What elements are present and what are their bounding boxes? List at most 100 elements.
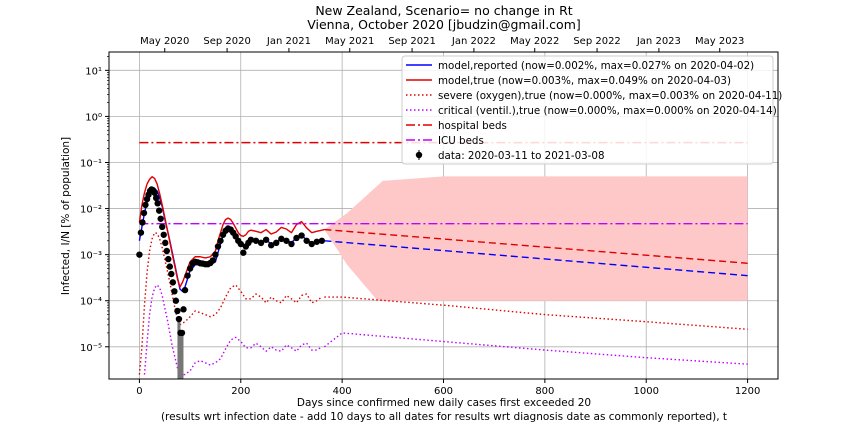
series-line-2 xyxy=(138,231,323,375)
x-tick-label: 200 xyxy=(231,386,250,397)
top-axis: May 2020 Sep 2020 Jan 2021 May 2021 Sep 2021… xyxy=(140,36,744,52)
data-point xyxy=(171,288,178,295)
data-point xyxy=(140,209,148,217)
data-point xyxy=(174,307,181,315)
data-point xyxy=(273,239,280,247)
data-point xyxy=(163,247,170,255)
data-point xyxy=(175,315,183,323)
data-point xyxy=(151,189,158,196)
x-tick-label: 1200 xyxy=(735,386,760,397)
x-tick-label: 400 xyxy=(333,386,352,397)
projection-line-0 xyxy=(324,240,748,277)
uncertainty-band xyxy=(324,176,748,301)
data-point xyxy=(217,237,224,244)
y-tick-label: 10⁻² xyxy=(80,205,102,216)
data-point xyxy=(137,229,145,236)
top-tick-label: Sep 2022 xyxy=(573,36,620,47)
data-point xyxy=(214,243,222,250)
data-point xyxy=(308,240,315,248)
data-point xyxy=(293,234,300,242)
data-point xyxy=(181,286,189,294)
data-point xyxy=(159,223,166,231)
y-tick-label: 10⁻⁴ xyxy=(80,297,102,308)
data-point xyxy=(303,237,310,244)
legend-label: data: 2020-03-11 to 2021-03-08 xyxy=(438,150,605,162)
data-point xyxy=(247,236,255,243)
data-point xyxy=(168,270,175,278)
chart-title: New Zealand, Scenario= no change in Rt xyxy=(315,3,572,18)
x-axis: 0 200 400 600 800 1000 1200 xyxy=(136,379,760,397)
data-point xyxy=(178,329,186,337)
y-tick-label: 10⁻³ xyxy=(80,251,102,262)
data-point xyxy=(237,240,244,248)
data-point xyxy=(155,207,163,214)
top-tick-label: Jan 2022 xyxy=(451,36,496,47)
data-point xyxy=(212,251,219,258)
legend-label: severe (oxygen),true (now=0.000%, max=0.… xyxy=(438,90,782,102)
data-point xyxy=(169,279,177,286)
legend-items: model,reported (now=0.002%, max=0.027% o… xyxy=(406,60,782,162)
data-point xyxy=(166,263,174,270)
x-tick-label: 0 xyxy=(136,386,142,397)
x-axis-label-secondary: (results wrt infection date - add 10 day… xyxy=(161,411,727,423)
data-point xyxy=(288,240,295,248)
top-tick-label: Sep 2021 xyxy=(388,36,435,47)
chart-subtitle: Vienna, October 2020 [jbudzin@gmail.com] xyxy=(307,17,581,32)
x-tick-label: 600 xyxy=(434,386,453,397)
data-point xyxy=(180,306,187,313)
series-line-1 xyxy=(138,176,325,288)
legend-label: model,reported (now=0.002%, max=0.027% o… xyxy=(438,60,754,72)
y-axis-label: Infected, I/N [% of population] xyxy=(60,137,72,295)
data-point xyxy=(165,255,172,263)
top-tick-label: May 2021 xyxy=(325,36,374,47)
legend-label: hospital beds xyxy=(438,120,507,132)
series-line-3 xyxy=(143,284,323,376)
data-point xyxy=(252,237,260,244)
y-tick-label: 10⁻¹ xyxy=(80,158,102,169)
data-point xyxy=(262,236,270,243)
data-point xyxy=(257,239,265,247)
top-tick-label: May 2022 xyxy=(510,36,559,47)
x-axis-label: Days since confirmed new daily cases fir… xyxy=(297,397,591,409)
data-point xyxy=(136,251,143,258)
data-point xyxy=(162,239,169,247)
data-point xyxy=(278,235,285,243)
top-tick-label: May 2020 xyxy=(140,36,189,47)
x-tick-label: 800 xyxy=(535,386,554,397)
data-point xyxy=(154,200,161,207)
data-point xyxy=(172,297,180,304)
data-point xyxy=(267,242,275,249)
legend: model,reported (now=0.002%, max=0.027% o… xyxy=(401,55,782,165)
y-axis: 10⁻⁵ 10⁻⁴ 10⁻³ 10⁻² 10⁻¹ 10⁰ 10¹ xyxy=(80,56,109,354)
legend-swatch-marker xyxy=(415,151,423,159)
projection-line-1 xyxy=(324,228,748,264)
top-tick-label: Sep 2020 xyxy=(203,36,250,47)
data-point xyxy=(209,257,217,264)
projection-line-2 xyxy=(324,296,748,330)
data-point xyxy=(142,201,149,209)
top-tick-label: Jan 2023 xyxy=(636,36,681,47)
data-point xyxy=(184,272,191,279)
data-point xyxy=(160,231,167,238)
top-tick-label: Jan 2021 xyxy=(266,36,311,47)
x-tick-label: 1000 xyxy=(634,386,659,397)
data-point xyxy=(240,249,247,256)
uncertainty-band-layer xyxy=(324,176,748,301)
data-point xyxy=(139,219,146,226)
projection-line-3 xyxy=(323,332,748,365)
y-tick-label: 10¹ xyxy=(85,66,102,77)
data-point xyxy=(157,215,164,222)
data-point xyxy=(318,237,326,244)
y-tick-label: 10⁰ xyxy=(85,112,102,123)
data-points-layer xyxy=(136,186,326,379)
data-point xyxy=(152,194,160,202)
legend-label: critical (ventil.),true (now=0.000%, max… xyxy=(438,105,777,117)
data-point xyxy=(298,232,305,239)
top-tick-label: May 2023 xyxy=(695,36,744,47)
data-point xyxy=(283,237,290,244)
legend-label: model,true (now=0.003%, max=0.049% on 20… xyxy=(438,75,731,87)
data-point xyxy=(313,238,320,245)
y-tick-label: 10⁻⁵ xyxy=(80,343,102,354)
legend-box xyxy=(401,55,774,165)
